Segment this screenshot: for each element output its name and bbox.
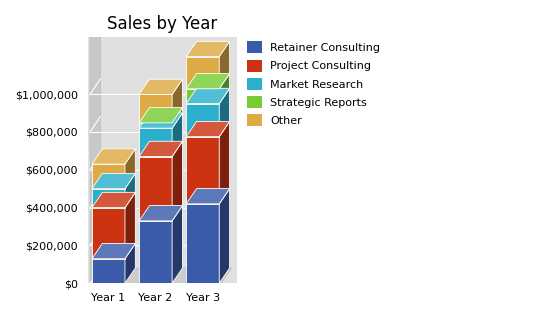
Polygon shape	[90, 268, 232, 283]
Polygon shape	[172, 113, 183, 156]
Polygon shape	[90, 22, 101, 283]
Polygon shape	[92, 164, 125, 189]
Polygon shape	[92, 173, 135, 189]
Polygon shape	[125, 192, 135, 259]
Polygon shape	[92, 244, 135, 259]
Polygon shape	[92, 189, 125, 208]
Polygon shape	[139, 206, 183, 221]
Polygon shape	[172, 107, 183, 128]
Polygon shape	[172, 141, 183, 221]
Polygon shape	[139, 123, 172, 128]
Title: Sales by Year: Sales by Year	[107, 15, 217, 33]
Polygon shape	[139, 141, 183, 156]
Polygon shape	[139, 113, 183, 128]
Polygon shape	[186, 204, 219, 283]
Polygon shape	[139, 107, 183, 123]
Polygon shape	[172, 206, 183, 283]
Polygon shape	[139, 128, 172, 156]
Legend: Retainer Consulting, Project Consulting, Market Research, Strategic Reports, Oth: Retainer Consulting, Project Consulting,…	[244, 38, 384, 130]
Polygon shape	[219, 73, 229, 104]
Polygon shape	[92, 192, 135, 208]
Polygon shape	[186, 57, 219, 89]
Polygon shape	[186, 88, 229, 104]
Polygon shape	[219, 121, 229, 204]
Polygon shape	[186, 189, 229, 204]
Polygon shape	[219, 41, 229, 89]
Polygon shape	[172, 79, 183, 123]
Polygon shape	[125, 173, 135, 208]
Polygon shape	[139, 79, 183, 94]
Polygon shape	[186, 121, 229, 137]
Polygon shape	[125, 244, 135, 283]
Polygon shape	[186, 137, 219, 204]
Polygon shape	[139, 221, 172, 283]
Polygon shape	[186, 89, 219, 104]
Polygon shape	[139, 94, 172, 123]
Polygon shape	[186, 104, 219, 137]
Polygon shape	[125, 149, 135, 189]
Polygon shape	[92, 149, 135, 164]
Polygon shape	[92, 208, 125, 259]
Polygon shape	[92, 259, 125, 283]
Polygon shape	[219, 88, 229, 137]
Polygon shape	[186, 41, 229, 57]
Polygon shape	[186, 73, 229, 89]
Polygon shape	[219, 189, 229, 283]
Polygon shape	[139, 156, 172, 221]
